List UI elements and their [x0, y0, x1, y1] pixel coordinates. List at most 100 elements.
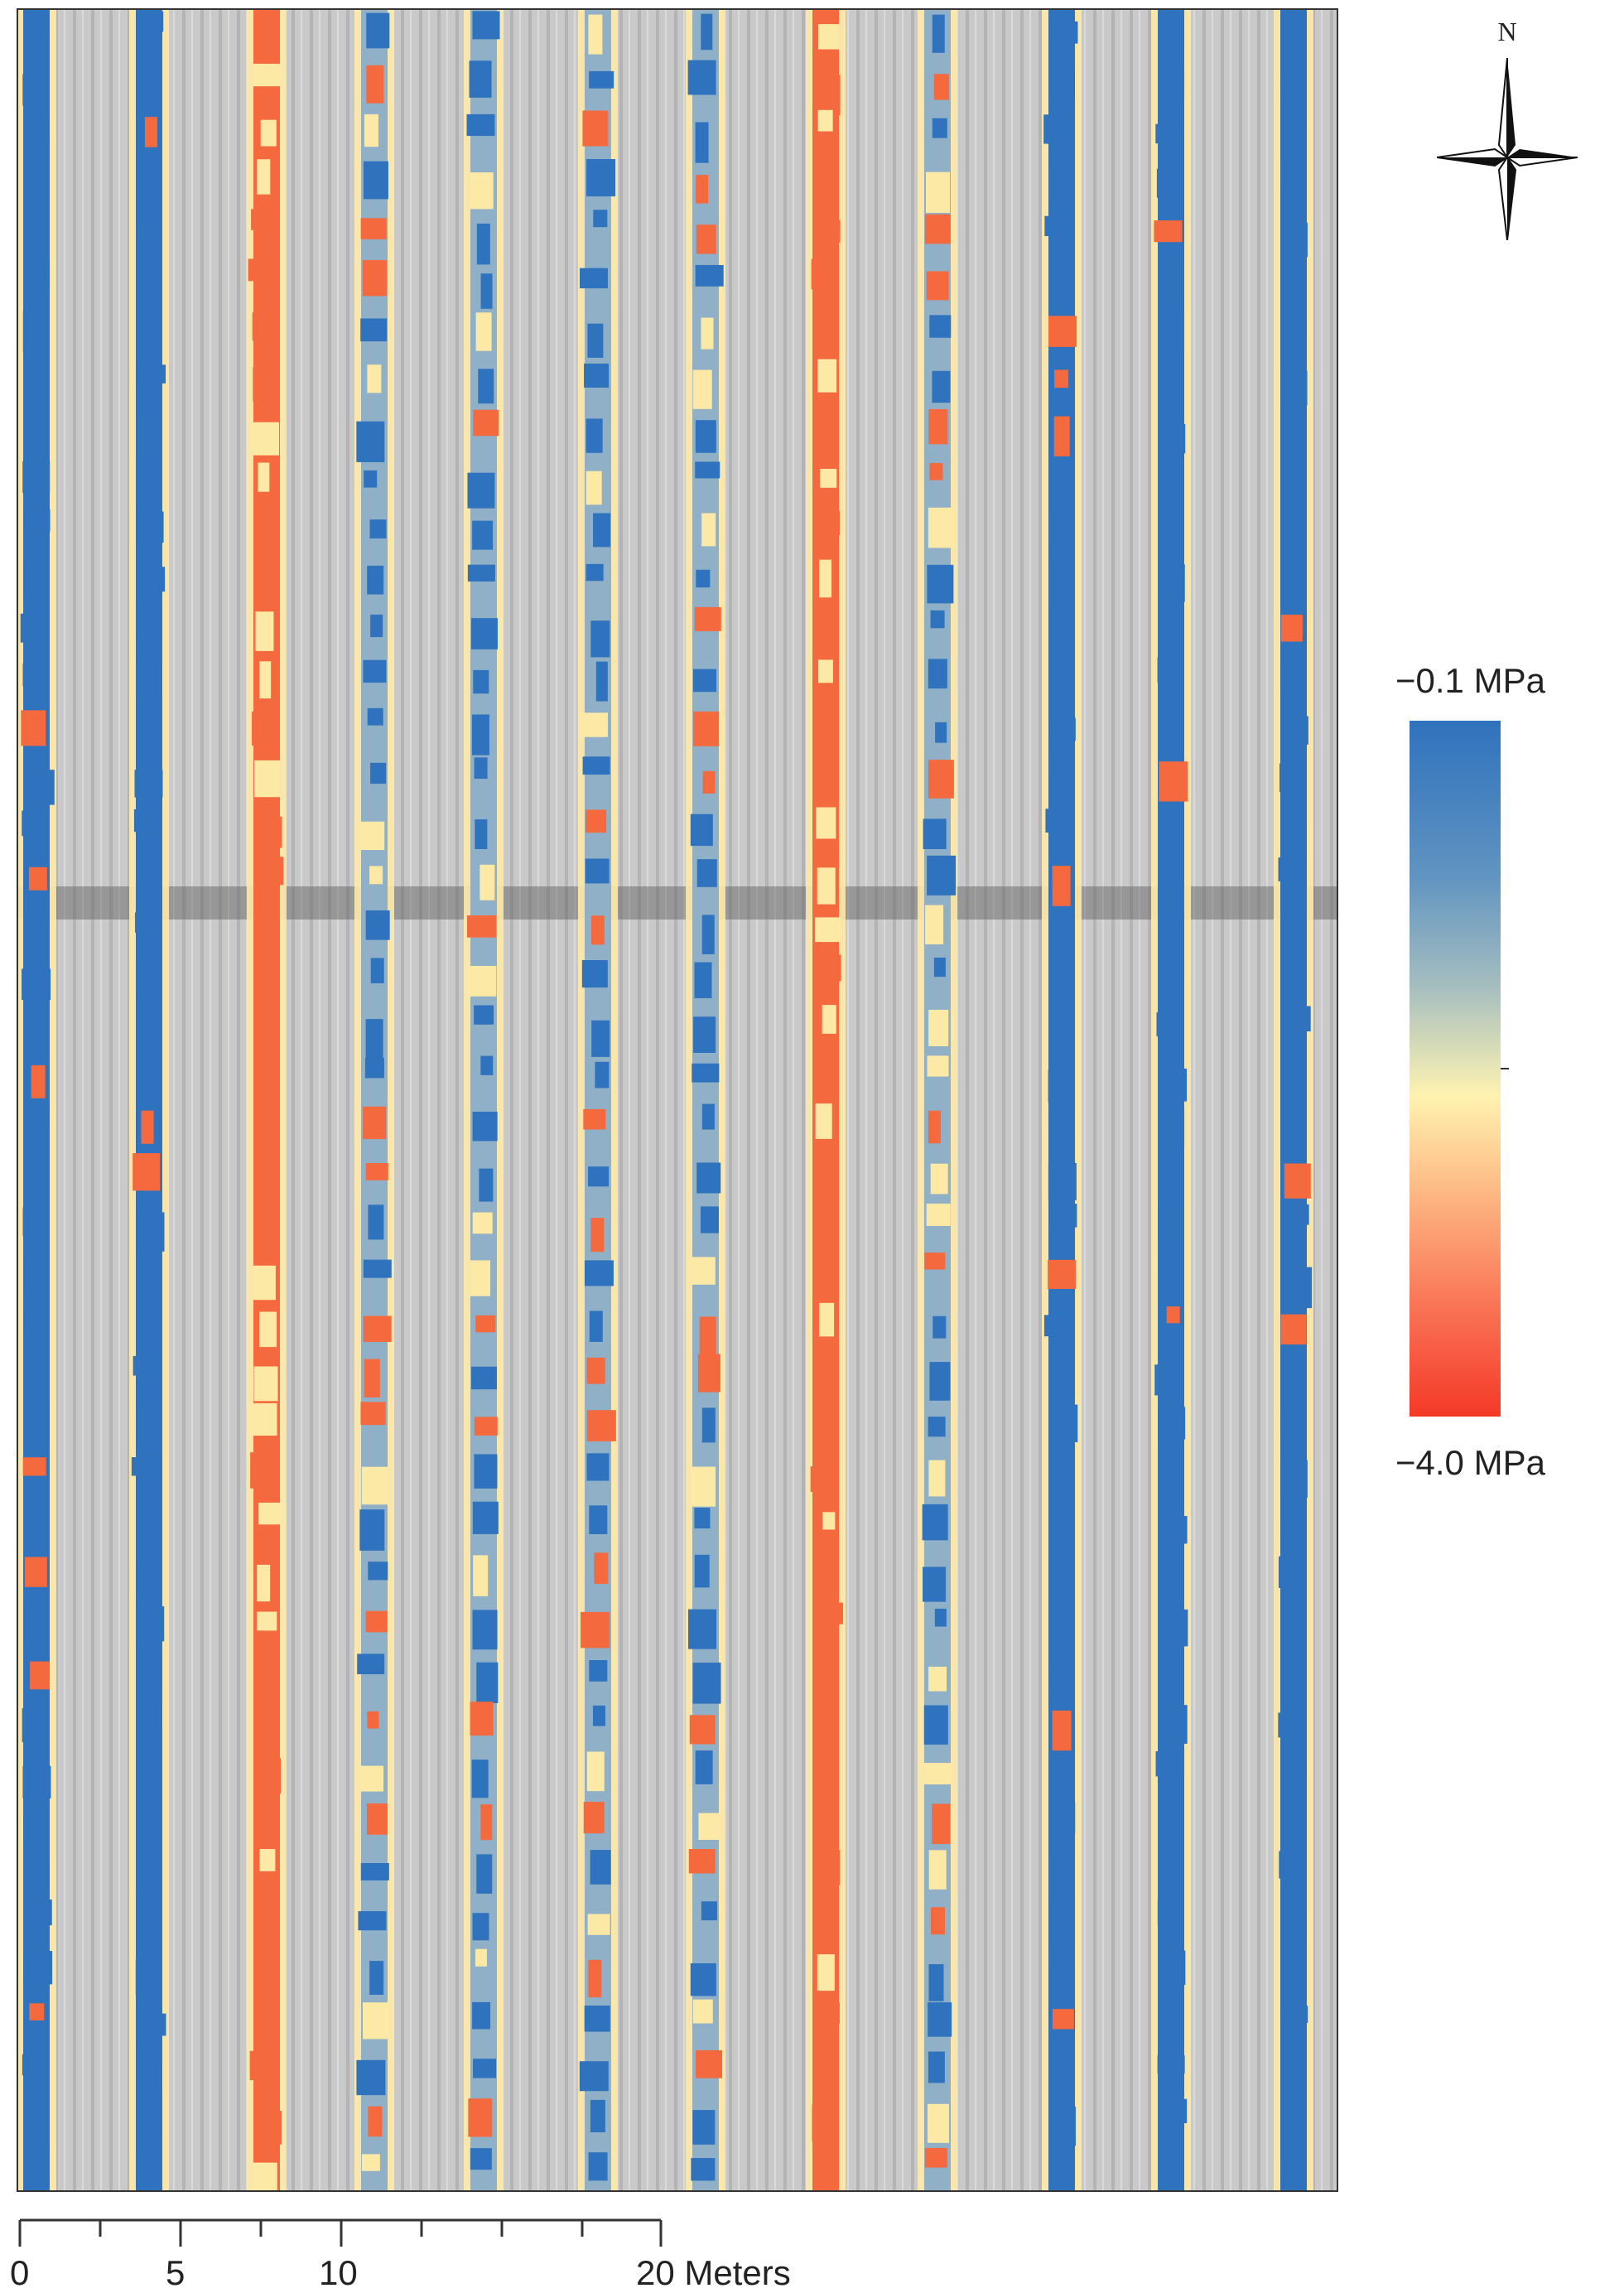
stress-patch	[138, 1054, 159, 1086]
stress-patch	[589, 1311, 603, 1342]
stress-patch	[1280, 1413, 1299, 1436]
stress-patch	[1058, 1565, 1073, 1590]
stress-patch	[362, 259, 387, 297]
stress-patch	[817, 359, 837, 393]
stress-patch	[1154, 220, 1183, 243]
stress-patch	[137, 511, 164, 543]
stress-patch	[696, 859, 717, 887]
stress-patch	[366, 12, 390, 49]
stress-patch	[479, 864, 495, 900]
scale-bar	[18, 2218, 663, 2247]
stress-patch	[927, 564, 954, 604]
stress-patch	[922, 1504, 948, 1541]
stress-patch	[144, 417, 158, 458]
stress-patch	[701, 1103, 715, 1130]
stress-patch	[1280, 2006, 1308, 2023]
stress-patch	[142, 1253, 159, 1286]
stress-patch	[253, 63, 282, 87]
stress-patch	[360, 318, 388, 342]
stress-patch	[816, 769, 833, 799]
stress-patch	[813, 1602, 843, 1624]
stress-patch	[363, 1315, 392, 1342]
stress-patch	[586, 418, 603, 453]
stress-patch	[143, 2059, 162, 2097]
stress-patch	[363, 659, 387, 683]
stress-patch	[926, 271, 949, 301]
stress-patch	[814, 1161, 833, 1180]
stress-patch	[139, 1011, 161, 1031]
stress-patch	[1050, 1357, 1074, 1398]
map-image	[17, 8, 1338, 2192]
stress-patch	[926, 1203, 951, 1226]
stress-patch	[1164, 1854, 1183, 1889]
stress-patch	[928, 1666, 947, 1692]
stress-patch	[137, 664, 162, 697]
stress-patch	[1157, 657, 1178, 683]
stress-patch	[468, 2098, 493, 2137]
stress-patch	[467, 564, 495, 582]
stress-patch	[1051, 717, 1076, 741]
stress-patch	[930, 1907, 945, 1935]
stress-patch	[929, 462, 943, 480]
stress-patch	[472, 1111, 498, 1142]
stress-patch	[1162, 865, 1178, 886]
stress-patch	[815, 2002, 840, 2024]
stress-patch	[1159, 1255, 1176, 1273]
stress-patch	[31, 1064, 46, 1098]
stress-patch	[1048, 1069, 1069, 1103]
legend-tick	[1501, 1068, 1509, 1069]
stress-patch	[1159, 423, 1186, 454]
north-arrow: N	[1436, 17, 1578, 241]
stress-patch	[696, 175, 709, 204]
cross-path	[18, 886, 1337, 920]
stress-patch	[695, 122, 709, 163]
stress-patch	[252, 1265, 276, 1301]
stress-patch	[584, 363, 610, 388]
crop-row-12	[1274, 10, 1313, 2190]
stress-patch	[22, 810, 44, 837]
stress-patch	[594, 1552, 609, 1584]
stress-patch	[817, 419, 835, 447]
stress-patch	[468, 966, 497, 997]
stress-patch	[1162, 309, 1181, 350]
stress-patch	[928, 2002, 952, 2037]
stress-patch	[1280, 1314, 1307, 1345]
stress-patch	[474, 1454, 498, 1489]
stress-patch	[1057, 1615, 1070, 1637]
stress-patch	[928, 659, 947, 689]
stress-patch	[812, 2104, 836, 2142]
stress-patch	[142, 1812, 156, 1831]
stress-patch	[814, 614, 829, 643]
stress-patch	[473, 409, 499, 437]
stress-patch	[23, 1815, 43, 1846]
stress-patch	[253, 18, 272, 41]
stress-patch	[478, 369, 494, 404]
stress-patch	[259, 1311, 277, 1348]
stress-patch	[586, 1751, 605, 1792]
stress-patch	[587, 323, 604, 358]
stress-patch	[1163, 1068, 1188, 1102]
stress-patch	[24, 1557, 47, 1587]
stress-patch	[31, 261, 51, 289]
stress-patch	[586, 1357, 605, 1384]
stress-patch	[472, 1501, 499, 1534]
stress-patch	[588, 1959, 602, 1998]
crop-row-1	[18, 10, 56, 2190]
stress-patch	[22, 74, 44, 106]
stress-patch	[1053, 755, 1072, 775]
stress-patch	[141, 567, 166, 592]
crop-row-9	[918, 10, 957, 2190]
stress-patch	[694, 1554, 710, 1588]
stress-patch	[1284, 1758, 1306, 1783]
stress-patch	[1048, 1113, 1074, 1135]
stress-patch	[30, 162, 46, 192]
stress-patch	[816, 807, 836, 839]
stress-patch	[144, 117, 157, 147]
stress-patch	[924, 214, 951, 244]
stress-patch	[370, 614, 383, 638]
stress-patch	[586, 809, 607, 833]
stress-patch	[21, 710, 46, 746]
stress-patch	[252, 2162, 277, 2190]
stress-patch	[929, 315, 952, 338]
stress-patch	[819, 559, 832, 598]
